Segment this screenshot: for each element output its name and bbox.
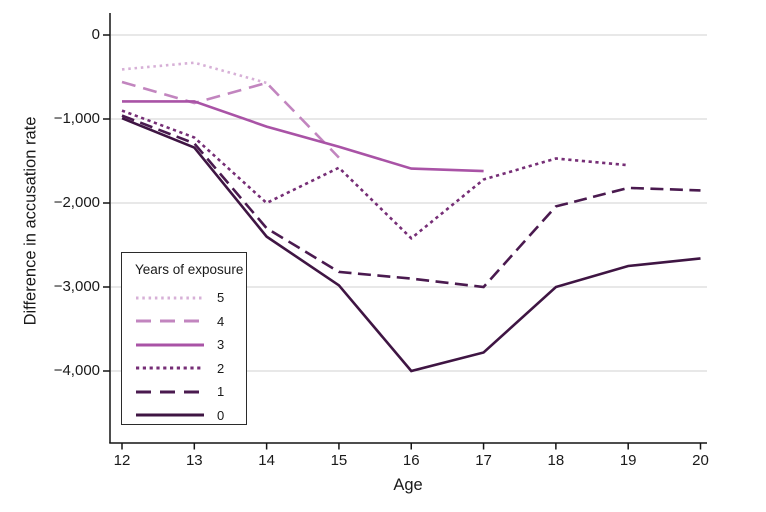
x-tick-label: 12 [113,452,131,469]
x-tick-label: 18 [547,452,565,469]
legend-label: 5 [217,290,225,306]
legend-line-swatch [136,366,204,370]
legend-row-3: 3 [135,333,246,357]
series-line-3 [122,100,484,173]
y-tick-label: −1,000 [53,110,100,127]
series-line-5 [121,61,267,85]
legend-line-swatch [136,296,204,300]
legend-label: 0 [217,407,225,423]
legend-line-swatch [136,390,204,394]
legend-row-2: 2 [135,357,246,381]
legend-row-4: 4 [135,310,246,334]
legend-row-1: 1 [135,380,246,404]
legend-rows: 5 4 3 2 1 0 [135,286,246,427]
x-tick-label: 19 [619,452,637,469]
legend-row-5: 5 [135,286,246,310]
x-axis-title: Age [393,476,423,494]
legend-label: 1 [217,384,225,400]
series-line-4 [121,80,340,159]
x-tick-label: 20 [692,452,709,469]
legend-label: 4 [217,313,225,329]
x-tick-label: 16 [402,452,420,469]
series-line-0 [121,116,701,373]
y-tick-label: −3,000 [53,278,100,295]
x-tick-label: 13 [185,452,203,469]
legend-line-swatch [136,319,204,323]
x-tick-label: 15 [330,452,348,469]
legend-line-swatch [136,413,204,417]
y-tick-label: 0 [91,26,100,43]
legend: Years of exposure 5 4 3 2 1 0 [121,252,247,425]
legend-row-0: 0 [135,404,246,428]
y-tick-label: −4,000 [53,362,100,379]
legend-label: 3 [217,337,225,353]
y-tick-label: −2,000 [53,194,100,211]
x-tick-label: 17 [475,452,492,469]
x-tick-label: 14 [258,452,275,469]
series-line-2 [121,109,629,241]
legend-line-swatch [136,343,204,347]
legend-title: Years of exposure [135,262,244,277]
series-line-1 [121,114,701,289]
legend-label: 2 [217,360,225,376]
